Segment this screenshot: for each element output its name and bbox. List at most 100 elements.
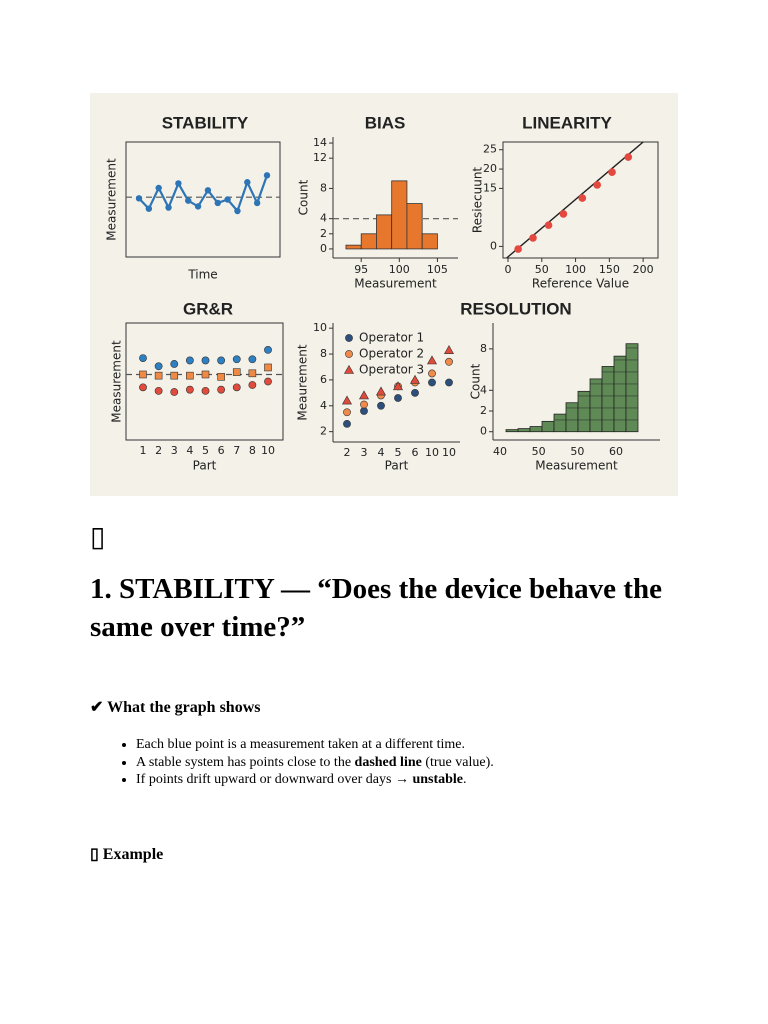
marker (375, 386, 387, 396)
bullet-list: Each blue point is a measurement taken a… (115, 736, 696, 789)
marker (139, 370, 147, 379)
x-tick-label: 3 (361, 446, 368, 459)
bar (577, 390, 591, 433)
y-tick-label: 10 (313, 321, 327, 334)
x-axis-label: Part (193, 459, 217, 473)
marker (232, 355, 241, 364)
y-axis-label: Resiecuunt (471, 167, 485, 234)
marker (428, 378, 436, 387)
y-tick-label: 4 (320, 399, 327, 412)
marker (264, 363, 272, 372)
x-tick-label: 5 (202, 444, 209, 457)
x-tick-label: 50 (532, 445, 546, 458)
section-title: ✔ What the graph shows (90, 699, 261, 716)
chart-title: STABILITY (162, 113, 249, 132)
y-axis-label: Measurement (105, 158, 119, 241)
bar (625, 343, 639, 433)
marker (343, 408, 351, 417)
marker (409, 374, 421, 384)
marker (232, 368, 241, 376)
bold-text: dashed line (354, 754, 422, 770)
bar (553, 413, 567, 433)
marker (139, 354, 147, 362)
data-point (263, 172, 271, 179)
histogram-bar (345, 244, 362, 250)
text: Each blue point is a measurement taken a… (136, 737, 466, 752)
bar (541, 420, 555, 433)
data-point (234, 207, 241, 215)
data-point (544, 221, 553, 229)
marker (217, 356, 226, 365)
histogram-bar (391, 180, 408, 250)
data-point (175, 180, 182, 187)
marker (428, 369, 436, 378)
marker (360, 407, 368, 415)
y-tick-label: 4 (320, 212, 327, 225)
x-tick-label: 2 (344, 446, 351, 459)
marker (154, 362, 163, 371)
marker (217, 373, 225, 381)
marker (358, 390, 370, 400)
data-point (135, 195, 143, 202)
marker (343, 419, 351, 428)
bullet: Each blue point is a measurement taken a… (136, 736, 696, 754)
y-tick-label: 0 (320, 242, 327, 255)
text: (true value). (421, 754, 494, 770)
marker (217, 385, 226, 394)
marker (201, 356, 210, 365)
data-point (624, 153, 633, 161)
heading: 1. STABILITY — “Does the device behave t… (90, 573, 662, 643)
marker (186, 371, 194, 380)
bar (529, 426, 543, 433)
x-tick-label: 100 (389, 263, 410, 276)
x-tick-label: 6 (218, 444, 225, 457)
data-point (244, 179, 251, 186)
y-tick-label: 6 (320, 373, 327, 386)
y-tick-label: 20 (483, 162, 497, 175)
x-tick-label: 50 (535, 263, 549, 276)
legend-label: Operator 1 (359, 331, 424, 345)
y-tick-label: 15 (483, 181, 497, 194)
marker (360, 400, 368, 409)
marker (443, 345, 455, 354)
x-tick-label: 3 (171, 444, 178, 457)
x-axis-label: Reference Value (532, 277, 629, 291)
y-axis-label: Measurement (110, 340, 124, 423)
data-point (529, 234, 537, 242)
marker (185, 356, 194, 365)
x-axis-label: Measurement (354, 277, 437, 291)
marker (201, 386, 210, 395)
marker (154, 371, 163, 380)
data-point (194, 203, 202, 210)
marker (445, 357, 453, 366)
marker (248, 355, 257, 364)
plot-frame (125, 322, 284, 441)
data-point (204, 187, 212, 194)
y-tick-label: 25 (483, 143, 497, 156)
y-axis-label: Meaurement (296, 344, 310, 420)
data-point (578, 194, 587, 202)
x-tick-label: 60 (609, 445, 623, 458)
legend-label: Operator 2 (359, 347, 424, 361)
icon: ▯ (90, 522, 106, 553)
marker (341, 395, 353, 405)
bar (601, 366, 615, 433)
marker (248, 369, 257, 378)
legend-label: Operator 3 (359, 363, 424, 377)
y-axis-label: Count (297, 179, 311, 215)
marker (170, 388, 179, 396)
x-tick-label: 8 (249, 444, 256, 457)
plot-frame (125, 141, 281, 258)
marker (411, 388, 419, 397)
y-tick-label: 0 (490, 239, 497, 252)
x-tick-label: 5 (395, 446, 402, 459)
marker (201, 370, 210, 379)
legend-marker (345, 334, 353, 342)
figure-background (90, 93, 678, 496)
marker (170, 360, 179, 368)
marker (185, 385, 194, 394)
bullet: A stable system has points close to the … (136, 754, 696, 772)
y-tick-label: 2 (320, 227, 327, 240)
data-point (253, 199, 261, 207)
marker (377, 401, 385, 410)
